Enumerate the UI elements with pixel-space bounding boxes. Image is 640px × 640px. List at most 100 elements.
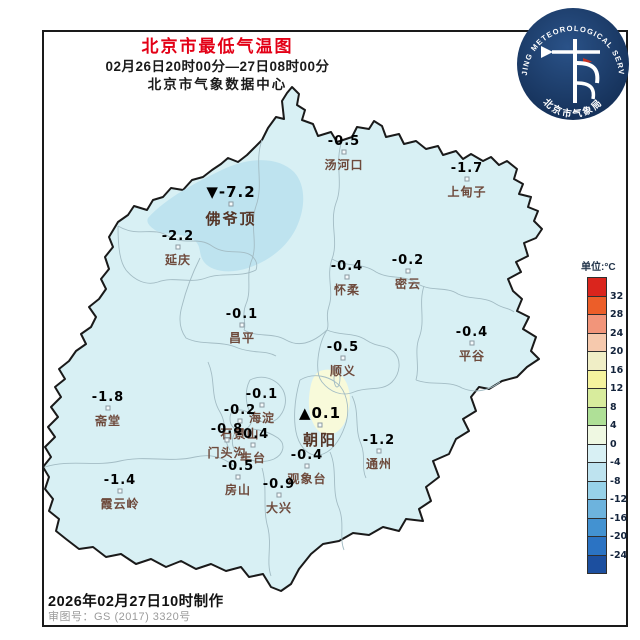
- station-temperature: -0.5: [326, 340, 360, 355]
- station-dot-icon: [259, 402, 265, 408]
- legend-color-box: [587, 425, 607, 445]
- station-temperature: -0.2: [391, 253, 425, 268]
- station-name: 丰台: [239, 451, 267, 465]
- station-name: 顺义: [329, 364, 357, 378]
- station-temperature: -1.2: [362, 433, 396, 448]
- legend-color-box: [587, 406, 607, 426]
- logo-weathervane-icon: [541, 39, 600, 103]
- data-source: 北京市气象数据中心: [147, 77, 288, 93]
- legend-tick-label: 12: [610, 383, 624, 394]
- legend-tick-label: -8: [610, 475, 621, 487]
- station-temperature: -0.4: [455, 325, 489, 340]
- map-frame: [42, 30, 628, 627]
- legend-tick-label: 4: [610, 420, 617, 431]
- legend-color-box: [587, 499, 607, 519]
- cold-temperature-patch: [147, 160, 304, 272]
- station-name: 佛爷顶: [205, 211, 257, 228]
- station-dot-icon: [464, 176, 470, 182]
- legend-tick-label: -12: [610, 494, 628, 505]
- station-name: 延庆: [164, 253, 192, 267]
- station-temperature: -0.1: [245, 387, 279, 402]
- station-dot-icon: [228, 201, 234, 207]
- legend-color-box: [587, 517, 607, 537]
- station-name: 昌平: [228, 331, 256, 345]
- station-temperature: ▲0.1: [298, 404, 342, 422]
- station-dot-icon: [341, 149, 347, 155]
- station-name: 密云: [394, 277, 422, 291]
- station-name: 斋堂: [94, 414, 122, 428]
- station-dot-icon: [175, 244, 181, 250]
- legend-tick-label: -4: [610, 457, 621, 468]
- production-time: 2026年02月27日10时制作: [48, 594, 224, 610]
- legend-unit-label: 单位:°C: [581, 262, 616, 273]
- station-temperature: -2.2: [161, 229, 195, 244]
- station-dot-icon: [250, 442, 256, 448]
- station-temperature: -0.1: [225, 307, 259, 322]
- legend-color-box: [587, 332, 607, 352]
- station-temperature: -0.4: [330, 259, 364, 274]
- legend-tick-label: 8: [610, 401, 617, 413]
- beijing-meteorological-service-logo: BEIJING METEOROLOGICAL SERVICE 北京市气象局: [516, 7, 629, 121]
- legend-tick-label: 24: [610, 327, 624, 339]
- legend-color-box: [587, 388, 607, 408]
- legend-color-box: [587, 443, 607, 463]
- legend-tick-label: 20: [610, 346, 624, 357]
- station-name: 海淀: [248, 411, 276, 425]
- station-dot-icon: [340, 355, 346, 361]
- station-temperature: -0.9: [262, 477, 296, 492]
- station-name: 房山: [224, 483, 252, 497]
- legend-color-box: [587, 462, 607, 482]
- legend-color-box: [587, 351, 607, 371]
- station-name: 通州: [365, 457, 393, 471]
- station-temperature: -0.4: [236, 427, 270, 442]
- legend-color-box: [587, 369, 607, 389]
- legend-tick-label: 0: [610, 438, 617, 450]
- legend-tick-label: 28: [610, 309, 624, 320]
- station-dot-icon: [105, 405, 111, 411]
- page-title: 北京市最低气温图: [141, 37, 294, 56]
- station-dot-icon: [237, 418, 243, 424]
- station-temperature: -0.5: [221, 459, 255, 474]
- legend-tick-label: 16: [610, 364, 624, 376]
- station-dot-icon: [317, 422, 323, 428]
- station-dot-icon: [405, 268, 411, 274]
- station-name: 汤河口: [324, 158, 364, 172]
- station-dot-icon: [235, 474, 241, 480]
- station-name: 上甸子: [447, 185, 487, 199]
- station-dot-icon: [117, 488, 123, 494]
- legend-color-box: [587, 295, 607, 315]
- station-temperature: -1.7: [450, 161, 484, 176]
- station-dot-icon: [239, 322, 245, 328]
- legend-tick-label: -24: [610, 549, 628, 561]
- station-dot-icon: [469, 340, 475, 346]
- station-temperature: -0.4: [290, 448, 324, 463]
- header: 北京市最低气温图 02月26日20时00分—27日08时00分 北京市气象数据中…: [45, 36, 390, 94]
- station-dot-icon: [224, 437, 230, 443]
- legend-color-box: [587, 314, 607, 334]
- station-name: 石景山: [220, 427, 260, 441]
- legend-color-box: [587, 277, 607, 297]
- station-dot-icon: [344, 274, 350, 280]
- station-dot-icon: [376, 448, 382, 454]
- station-dot-icon: [276, 492, 282, 498]
- legend-color-box: [587, 554, 607, 574]
- legend-color-box: [587, 480, 607, 500]
- station-name: 平谷: [458, 349, 486, 363]
- station-temperature: -0.5: [327, 134, 361, 149]
- station-temperature: -0.2: [223, 403, 257, 418]
- legend-color-box: [587, 536, 607, 556]
- station-dot-icon: [304, 463, 310, 469]
- station-temperature: -1.8: [91, 390, 125, 405]
- station-name: 怀柔: [333, 283, 361, 297]
- station-name: 大兴: [265, 501, 293, 515]
- legend-tick-label: -16: [610, 512, 628, 524]
- station-name: 门头沟: [207, 446, 247, 460]
- time-period: 02月26日20时00分—27日08时00分: [105, 59, 330, 75]
- station-temperature: -0.8: [210, 422, 244, 437]
- legend-tick-label: 32: [610, 290, 624, 302]
- station-temperature: ▼-7.2: [206, 183, 256, 201]
- station-temperature: -1.4: [103, 473, 137, 488]
- station-name: 霞云岭: [100, 497, 140, 511]
